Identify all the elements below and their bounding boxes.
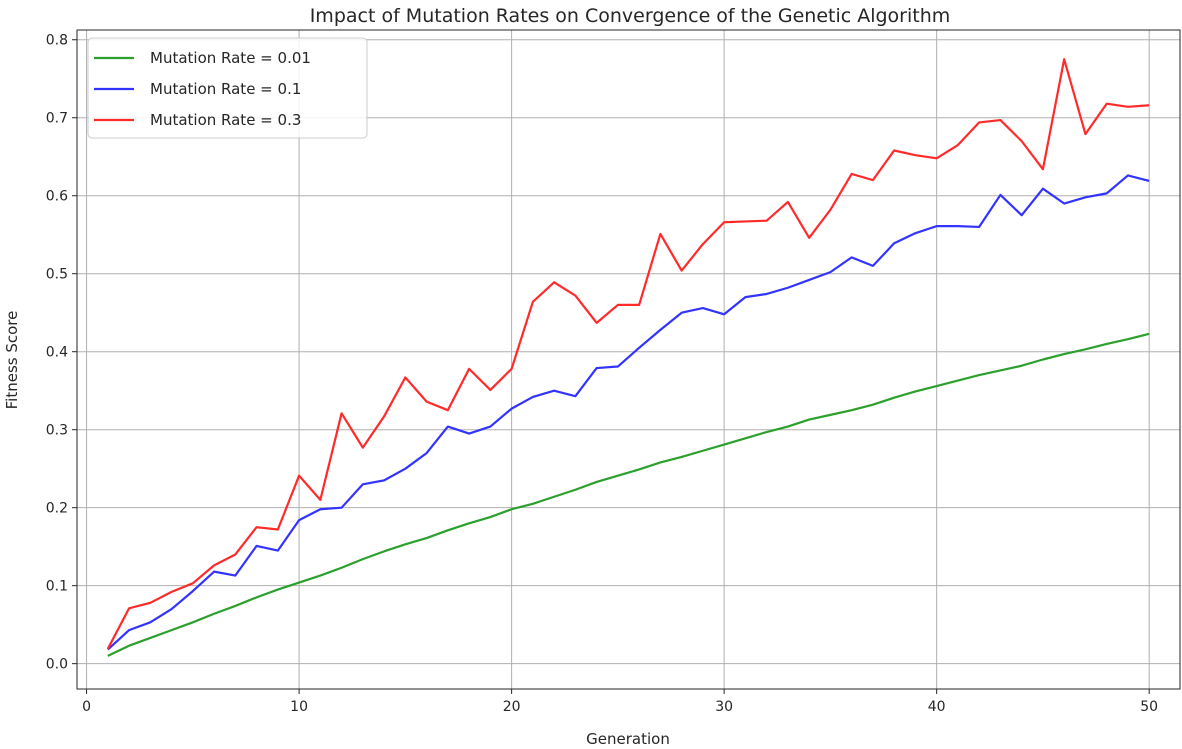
series-line-2 bbox=[107, 174, 1150, 651]
plot-frame bbox=[76, 29, 1181, 690]
x-tick-label: 20 bbox=[503, 699, 521, 715]
y-axis-ticks: 0.0 0.1 0.2 0.3 0.4 0.5 0.6 0.7 0.8 bbox=[46, 33, 77, 673]
y-tick-label: 0.2 bbox=[46, 501, 68, 517]
x-tick-label: 50 bbox=[1140, 699, 1158, 715]
legend-label-2: Mutation Rate = 0.1 bbox=[150, 80, 301, 98]
y-tick-label: 0.4 bbox=[46, 345, 68, 361]
chart-title: Impact of Mutation Rates on Convergence … bbox=[310, 5, 951, 27]
y-tick-label: 0.8 bbox=[46, 33, 68, 49]
x-tick-label: 30 bbox=[715, 699, 733, 715]
legend: Mutation Rate = 0.01 Mutation Rate = 0.1 M… bbox=[87, 37, 368, 139]
y-axis-label: Fitness Score bbox=[3, 311, 21, 410]
series-line-1 bbox=[107, 332, 1150, 657]
legend-label-1: Mutation Rate = 0.01 bbox=[150, 49, 311, 67]
y-tick-label: 0.1 bbox=[46, 579, 68, 595]
x-axis-label: Generation bbox=[586, 730, 670, 748]
series-line-3 bbox=[106, 58, 1150, 650]
y-tick-label: 0.6 bbox=[46, 189, 68, 205]
y-tick-label: 0.0 bbox=[46, 657, 68, 673]
y-tick-label: 0.3 bbox=[46, 423, 68, 439]
x-axis-ticks: 0 10 20 30 40 50 bbox=[82, 689, 1158, 715]
x-tick-label: 0 bbox=[82, 699, 91, 715]
legend-label-3: Mutation Rate = 0.3 bbox=[150, 111, 301, 129]
x-tick-label: 10 bbox=[290, 699, 308, 715]
y-tick-label: 0.7 bbox=[46, 111, 68, 127]
x-tick-label: 40 bbox=[928, 699, 946, 715]
y-tick-label: 0.5 bbox=[46, 267, 68, 283]
series-lines bbox=[106, 58, 1150, 657]
legend-box bbox=[87, 37, 368, 139]
grid-lines bbox=[77, 30, 1180, 689]
